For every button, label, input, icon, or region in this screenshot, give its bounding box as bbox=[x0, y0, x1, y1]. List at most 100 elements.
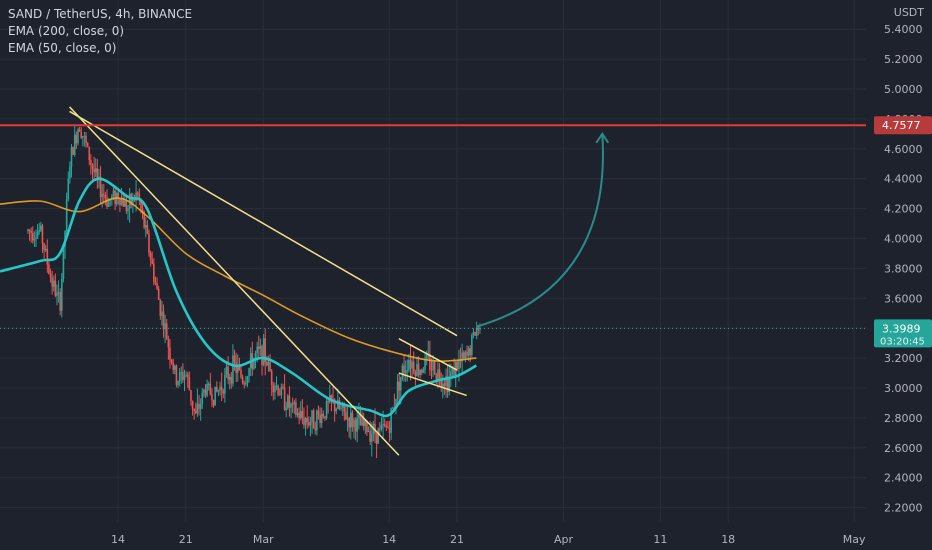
candle-body bbox=[425, 355, 428, 359]
candle-body bbox=[61, 278, 63, 311]
candle-body bbox=[180, 372, 183, 374]
candle-body bbox=[416, 364, 418, 377]
candle-body bbox=[472, 332, 475, 336]
candle-body bbox=[232, 355, 234, 384]
candle-body bbox=[453, 368, 455, 378]
candle-body bbox=[306, 418, 308, 423]
candle-body bbox=[311, 410, 313, 423]
time-tick-label: Mar bbox=[253, 533, 274, 546]
candle-body bbox=[154, 281, 157, 284]
candle-body bbox=[199, 404, 202, 409]
candle-body bbox=[469, 348, 472, 355]
candle-body bbox=[144, 225, 147, 228]
candle-body bbox=[351, 412, 354, 427]
candle-body bbox=[52, 280, 55, 287]
candle-body bbox=[156, 283, 158, 289]
candle-body bbox=[477, 327, 480, 330]
candle-body bbox=[36, 231, 39, 238]
trendline bbox=[69, 106, 400, 456]
candle-body bbox=[28, 229, 31, 231]
candle-body bbox=[106, 198, 108, 207]
candle-body bbox=[278, 394, 281, 396]
candle-body bbox=[170, 359, 173, 363]
candle-body bbox=[456, 361, 459, 370]
candle-body bbox=[408, 360, 410, 371]
time-tick-label: 14 bbox=[111, 533, 125, 546]
candle-body bbox=[177, 381, 179, 385]
candle-body bbox=[62, 246, 65, 279]
candle-body bbox=[227, 366, 229, 380]
candle-body bbox=[54, 280, 57, 296]
candle-body bbox=[254, 353, 257, 359]
candle-body bbox=[451, 368, 454, 373]
candle-body bbox=[175, 365, 178, 385]
time-tick-label: 14 bbox=[382, 533, 396, 546]
candle-body bbox=[396, 381, 399, 399]
countdown-label: 03:20:45 bbox=[880, 336, 925, 347]
candle-body bbox=[246, 376, 249, 383]
current-price-tag bbox=[874, 319, 932, 348]
candle-body bbox=[296, 412, 299, 416]
candle-body bbox=[448, 376, 451, 392]
candle-body bbox=[161, 311, 163, 316]
ema200-line bbox=[0, 197, 477, 362]
candle-body bbox=[69, 166, 71, 179]
candle-body bbox=[345, 411, 347, 420]
price-tick-label: 5.0000 bbox=[884, 83, 923, 96]
trendline bbox=[398, 372, 467, 397]
candle-body bbox=[264, 338, 267, 363]
candle-body bbox=[275, 385, 278, 387]
price-tick-label: 2.8000 bbox=[884, 412, 923, 425]
candle-body bbox=[424, 358, 426, 370]
candle-body bbox=[165, 323, 168, 340]
candle-body bbox=[262, 338, 265, 366]
candle-body bbox=[172, 362, 175, 371]
candle-body bbox=[201, 392, 204, 405]
candle-body bbox=[101, 194, 103, 198]
price-unit-label: USDT bbox=[893, 6, 924, 19]
candle-body bbox=[421, 370, 423, 373]
candle-body bbox=[162, 311, 165, 330]
symbol-title[interactable]: SAND / TetherUS, 4h, BINANCE bbox=[8, 7, 193, 21]
candle-body bbox=[183, 375, 186, 381]
candle-body bbox=[85, 135, 87, 143]
candle-body bbox=[430, 369, 433, 371]
candle-body bbox=[212, 399, 215, 406]
candle-body bbox=[49, 273, 52, 278]
ema50-legend[interactable]: EMA (50, close, 0) bbox=[8, 41, 117, 55]
chart-legend: SAND / TetherUS, 4h, BINANCE EMA (200, c… bbox=[8, 6, 192, 57]
candle-body bbox=[467, 348, 470, 356]
candle-body bbox=[395, 398, 397, 408]
candle-body bbox=[283, 387, 286, 410]
candle-body bbox=[40, 225, 42, 231]
candle-body bbox=[191, 400, 194, 409]
ema200-legend[interactable]: EMA (200, close, 0) bbox=[8, 24, 125, 38]
candle-body bbox=[130, 193, 133, 206]
candle-body bbox=[164, 323, 166, 330]
candle-body bbox=[445, 376, 447, 386]
candle-body bbox=[224, 374, 226, 394]
candle-body bbox=[377, 428, 380, 444]
candle-body bbox=[127, 208, 129, 212]
candle-body bbox=[312, 410, 315, 429]
candle-body bbox=[230, 377, 233, 384]
candle-body bbox=[186, 374, 189, 378]
candle-body bbox=[479, 328, 481, 330]
candle-body bbox=[458, 359, 460, 370]
candle-body bbox=[277, 385, 279, 395]
candle-body bbox=[104, 195, 107, 199]
candle-body bbox=[388, 427, 391, 433]
candle-body bbox=[112, 190, 115, 197]
candle-body bbox=[316, 410, 318, 431]
candle-body bbox=[417, 364, 420, 375]
price-tick-label: 2.6000 bbox=[884, 442, 923, 455]
candle-body bbox=[94, 168, 97, 173]
candle-body bbox=[290, 403, 292, 408]
candle-body bbox=[217, 390, 220, 392]
candle-body bbox=[282, 386, 284, 388]
candle-body bbox=[319, 414, 321, 424]
price-tick-label: 5.4000 bbox=[884, 23, 923, 36]
candle-body bbox=[38, 230, 41, 232]
candle-body bbox=[259, 346, 262, 349]
